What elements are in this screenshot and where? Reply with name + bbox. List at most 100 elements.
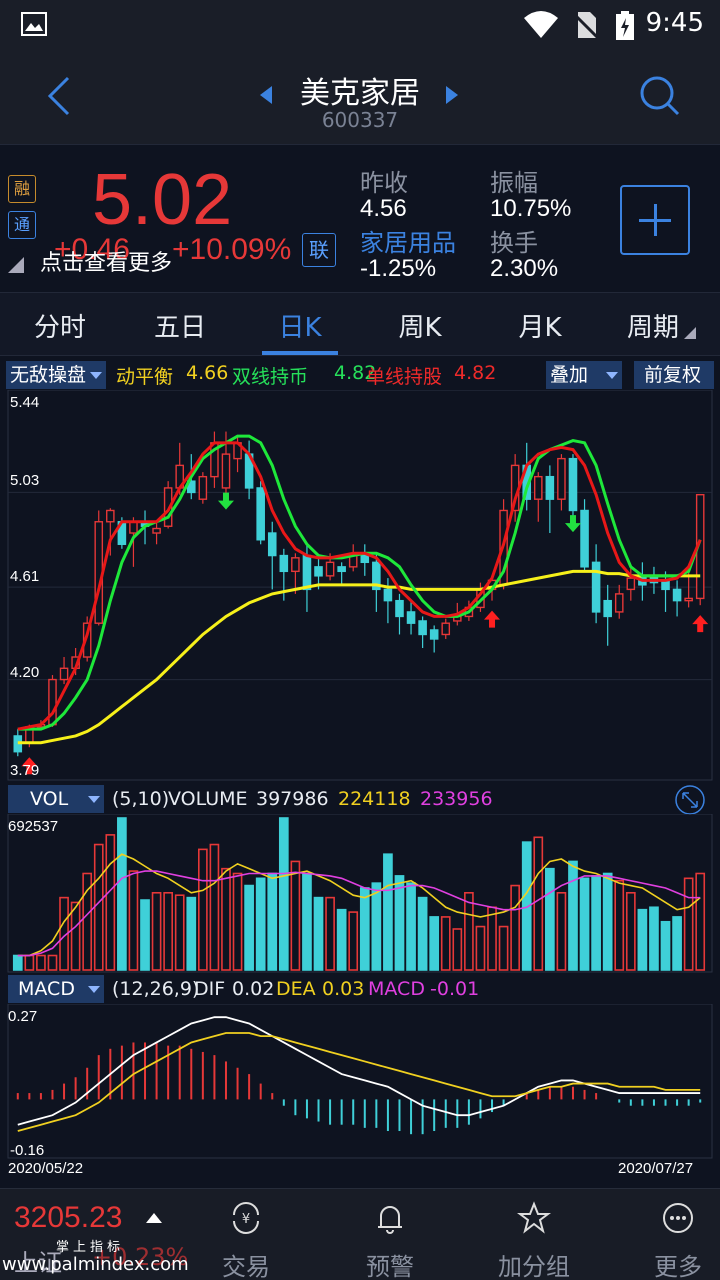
watermark-url: www.palmindex.com [2,1254,189,1275]
turnover-label: 换手 [490,229,538,257]
green-line-value: 4.82 [334,362,377,384]
tab-weekly-k[interactable]: 周K [398,313,442,343]
tab-period[interactable]: 周期 [626,313,679,343]
stock-code: 600337 [321,108,399,132]
y-tick-2: 5.03 [10,472,40,489]
volume-bar [36,954,46,971]
candle-body [626,577,636,591]
vol-dropdown-label: VOL [30,788,69,810]
volume-bar [452,928,463,971]
back-arrow-icon[interactable] [40,74,80,118]
gallery-icon [21,12,47,36]
volume-indicator-bar: VOL (5,10) VOLUME 397986 224118 233956 [0,784,720,816]
candle-body [256,487,265,541]
dropdown-arrow-icon [90,372,102,379]
volume-bar [649,906,659,971]
volume-bar [163,891,173,971]
volume-bar [244,884,254,971]
candle-body [163,487,173,527]
volume-bar [475,925,486,971]
amplitude-value: 10.75% [490,195,572,222]
candle-body [545,475,555,500]
tab-five-day[interactable]: 五日 [153,313,206,343]
volume-bar [371,882,382,971]
expand-icon[interactable] [674,784,706,816]
prev-stock-arrow[interactable] [260,86,272,104]
dif-value: 0.02 [232,978,275,1000]
see-more-link[interactable]: 点击查看更多 [40,251,173,276]
end-date: 2020/07/27 [618,1160,694,1177]
red-line-name: 单线持股 [366,366,443,388]
macd-dropdown[interactable]: MACD [8,975,104,1003]
add-watchlist-button[interactable] [620,185,690,255]
y-tick-max: 5.44 [10,394,40,411]
vol-dropdown[interactable]: VOL [8,785,104,813]
red-line [17,441,702,731]
vol-label: VOLUME [168,788,248,810]
index-up-arrow-icon [146,1213,162,1223]
volume-bar [359,887,370,971]
dea-line [17,1032,701,1132]
adjust-button[interactable]: 前复权 [634,361,714,389]
next-stock-arrow[interactable] [446,86,458,104]
no-sim-icon [572,12,600,40]
volume-bar [24,954,35,971]
candle-body [441,622,451,636]
dropdown-arrow-icon [88,986,100,993]
volume-bar [683,877,694,971]
sector-link[interactable]: 家居用品 [360,229,456,257]
y-tick-3: 4.61 [10,568,40,585]
vol-ma10-line [17,870,701,957]
sell-arrow [217,492,234,510]
macd-chart[interactable] [0,1004,720,1160]
margin-tag[interactable]: 融 [8,175,36,203]
volume-bar [521,841,532,971]
volume-bar [568,860,578,971]
volume-bar [105,834,116,971]
search-icon[interactable] [638,74,682,118]
tab-monthly-k[interactable]: 月K [518,313,562,343]
vol-current: 397986 [256,788,329,810]
volume-bar [255,877,266,971]
index-value[interactable]: 3205.23 [14,1201,123,1234]
candle-body [372,561,381,591]
connect-tag[interactable]: 通 [8,211,36,239]
volume-bar [625,891,636,971]
tab-intraday[interactable]: 分时 [33,313,86,343]
candle-body [291,557,300,573]
volume-bar [440,916,451,971]
y-tick-4: 4.20 [10,664,40,681]
overlay-dropdown[interactable]: 叠加 [546,361,622,389]
indicator-dropdown[interactable]: 无敌操盘 [6,361,106,389]
red-line-value: 4.82 [454,362,497,384]
linked-button[interactable]: 联 [302,233,336,267]
volume-bar [591,875,601,971]
vol-max-label: 692537 [8,818,59,835]
volume-bar [232,872,243,971]
volume-bar [556,891,567,971]
volume-bar [336,908,347,971]
bottom-nav: 3205.23 上证 +0.23% ¥ 交易 预警 加分组 更多 [0,1188,720,1280]
tab-daily-k[interactable]: 日K [278,313,322,343]
period-corner-icon [684,327,696,339]
nav-trade-label: 交易 [222,1253,270,1280]
chart-frame [7,1004,713,1159]
balance-line [17,569,701,745]
watermark-text: 掌上指标 [56,1240,125,1255]
macd-params: (12,26,9) [112,978,200,1000]
main-indicator-bar: 无敌操盘 动平衡 4.66 双线持币 4.82 单线持股 4.82 叠加 前复权 [0,358,720,390]
amplitude-label: 振幅 [490,169,538,197]
volume-chart[interactable] [0,814,720,974]
buy-arrow [484,610,501,628]
macd-dropdown-label: MACD [18,978,75,1000]
candlestick-chart[interactable] [0,390,720,782]
buy-arrow [692,615,709,633]
volume-bar [394,875,405,971]
candle-body [221,453,231,489]
wifi-icon [524,11,558,38]
sector-change: -1.25% [360,255,437,282]
candle-body [325,561,335,577]
candle-body [152,527,161,534]
candle-body [279,554,289,573]
volume-bar [151,891,162,971]
